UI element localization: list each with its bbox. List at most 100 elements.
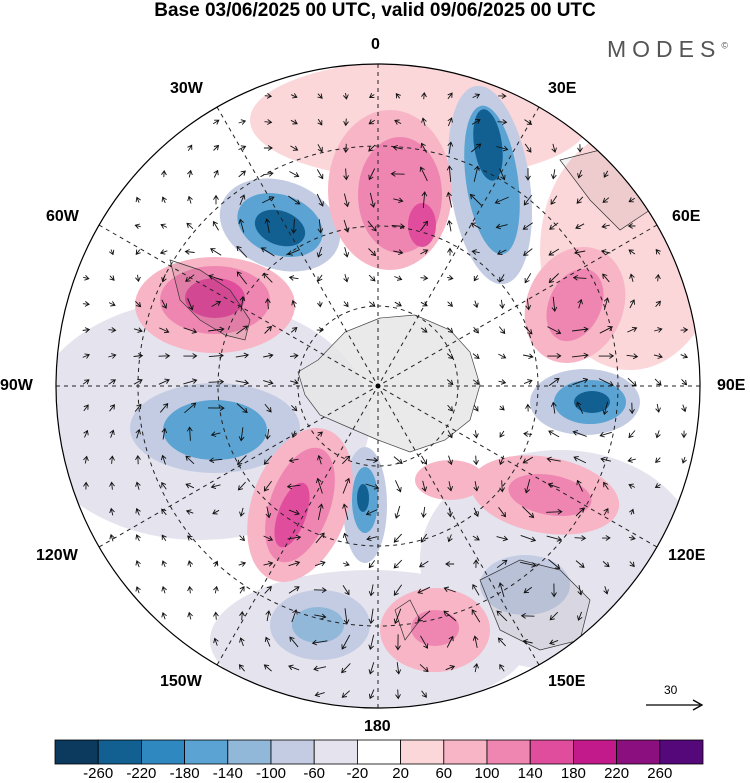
- wind-arrow: [393, 608, 402, 625]
- wind-arrow: [628, 249, 636, 255]
- modes-logo: MODES©: [607, 36, 728, 62]
- wind-arrow: [576, 401, 584, 414]
- wind-arrow: [628, 508, 635, 515]
- wind-arrow: [395, 689, 401, 700]
- wind-arrow: [629, 561, 635, 568]
- wind-arrow: [577, 144, 583, 153]
- wind-arrow: [572, 326, 589, 333]
- wind-arrow: [628, 483, 636, 489]
- wind-arrow: [443, 610, 457, 622]
- wind-arrow: [288, 195, 301, 205]
- wind-arrow: [602, 273, 610, 283]
- wind-arrow: [317, 431, 323, 437]
- negative-anomaly-cells: [130, 85, 640, 660]
- wind-arrow: [161, 170, 167, 178]
- wind-arrow: [498, 353, 507, 359]
- wind-arrow: [263, 145, 273, 151]
- wind-arrow: [263, 535, 274, 542]
- wind-arrow: [471, 609, 481, 623]
- wind-arrow: [264, 403, 272, 413]
- wind-arrow: [417, 586, 431, 594]
- wind-arrow: [366, 457, 379, 464]
- wind-arrow: [108, 353, 117, 359]
- wind-arrow: [264, 325, 272, 334]
- wind-arrow: [213, 169, 219, 178]
- wind-arrow: [109, 533, 115, 542]
- wind-arrow: [497, 249, 507, 255]
- wind-arrow: [447, 301, 454, 307]
- wind-arrow: [213, 585, 219, 594]
- wind-arrow: [523, 431, 533, 437]
- wind-arrow: [239, 194, 246, 206]
- wind-arrow: [290, 145, 299, 151]
- wind-arrow: [365, 483, 380, 490]
- wind-arrow: [161, 299, 167, 309]
- wind-arrow: [368, 168, 376, 181]
- wind-arrow: [523, 379, 533, 385]
- wind-arrow: [393, 533, 403, 543]
- wind-arrow: [82, 301, 90, 307]
- wind-arrow: [368, 560, 376, 569]
- wind-arrow: [522, 506, 535, 519]
- wind-arrow: [654, 483, 661, 489]
- wind-arrow: [627, 457, 636, 463]
- wind-arrow: [498, 507, 507, 518]
- wind-arrow: [83, 274, 90, 281]
- wind-arrow: [239, 535, 245, 542]
- wind-arrow: [600, 249, 611, 255]
- wind-arrow: [626, 353, 639, 360]
- wind-arrow: [291, 430, 297, 438]
- wind-arrow: [239, 611, 245, 621]
- wind-arrow: [341, 455, 351, 465]
- wind-arrow: [343, 143, 349, 154]
- wind-arrow: [472, 93, 481, 99]
- wind-arrow: [237, 481, 246, 491]
- wind-arrow: [213, 637, 219, 646]
- wind-arrow: [419, 166, 428, 182]
- wind-arrow: [317, 118, 323, 126]
- wind-arrow: [523, 248, 533, 256]
- wind-arrow: [525, 168, 531, 181]
- wind-arrow: [161, 482, 167, 490]
- wind-arrow: [341, 663, 351, 674]
- wind-arrow: [473, 326, 479, 334]
- wind-arrow: [208, 457, 223, 464]
- wind-arrow: [577, 298, 583, 309]
- colorbar-tick-label: 220: [604, 765, 630, 782]
- wind-arrow: [343, 301, 349, 308]
- wind-arrow: [239, 585, 245, 594]
- wind-arrow: [290, 218, 297, 234]
- wind-arrow: [447, 327, 454, 333]
- wind-arrow: [317, 301, 323, 308]
- wind-arrow: [421, 91, 427, 100]
- wind-arrow: [135, 454, 141, 465]
- wind-arrow: [210, 431, 221, 437]
- wind-arrow: [498, 379, 507, 385]
- wind-arrow: [187, 585, 193, 594]
- wind-arrow: [82, 327, 91, 333]
- wind-arrow: [342, 585, 350, 596]
- wind-arrow: [317, 219, 324, 234]
- wind-arrow: [629, 299, 635, 309]
- wind-arrow: [655, 430, 661, 439]
- wind-arrow: [550, 169, 557, 180]
- wind-arrow: [313, 665, 327, 672]
- wind-arrow: [263, 352, 274, 359]
- wind-arrow: [238, 561, 247, 567]
- wind-arrow: [290, 353, 299, 359]
- colorbar-swatch: [529, 739, 574, 765]
- wind-arrow: [288, 509, 300, 516]
- wind-arrow: [498, 93, 507, 99]
- wind-arrow: [577, 585, 584, 596]
- wind-arrow: [447, 141, 454, 154]
- wind-arrow: [261, 196, 275, 204]
- wind-arrow: [184, 402, 197, 414]
- wind-arrow: [393, 249, 404, 256]
- wind-arrow: [289, 171, 300, 178]
- wind-arrow: [392, 144, 403, 151]
- wind-arrow: [159, 249, 168, 255]
- colorbar-swatch: [356, 739, 401, 765]
- wind-arrow: [523, 194, 533, 206]
- wind-arrow: [368, 608, 375, 625]
- wind-arrow: [184, 249, 195, 255]
